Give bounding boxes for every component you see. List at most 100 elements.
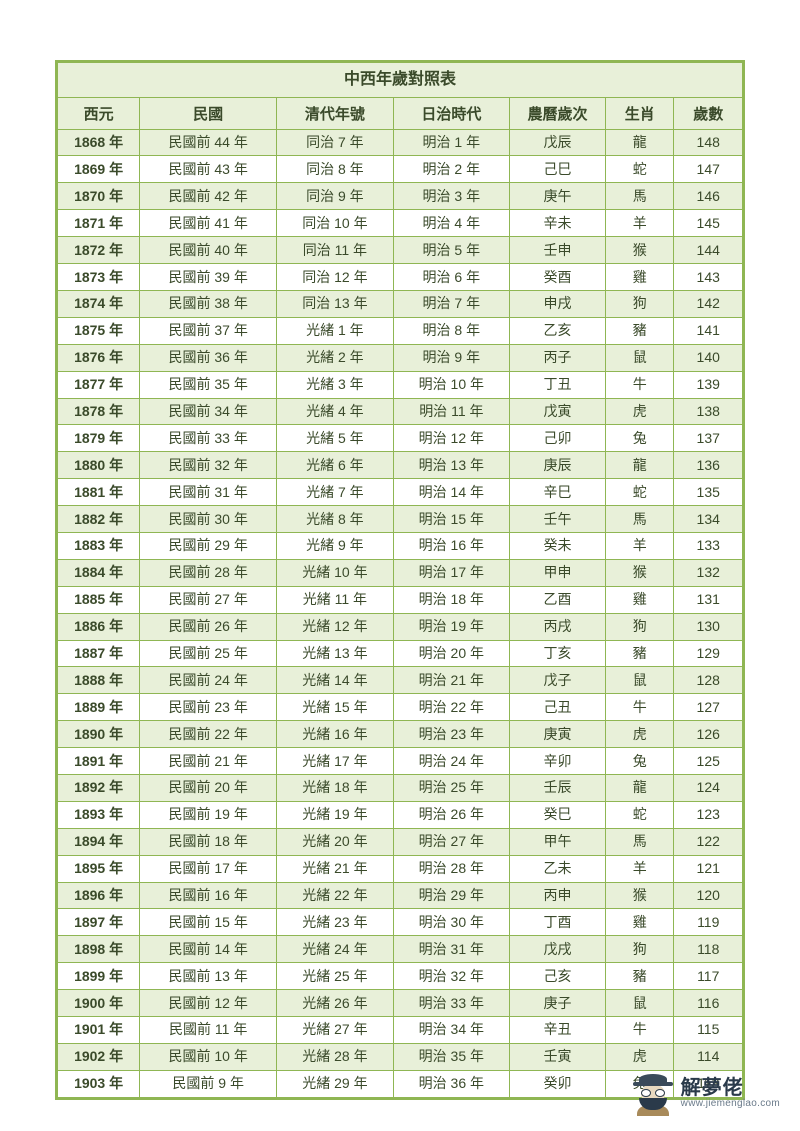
table-cell: 丁亥	[510, 640, 606, 667]
table-cell: 光緒 21 年	[277, 855, 393, 882]
table-cell: 明治 16 年	[393, 532, 509, 559]
table-cell: 明治 25 年	[393, 774, 509, 801]
table-cell: 明治 8 年	[393, 317, 509, 344]
table-cell: 142	[674, 290, 743, 317]
table-cell: 132	[674, 559, 743, 586]
table-cell: 民國前 40 年	[140, 237, 277, 264]
table-cell: 明治 2 年	[393, 156, 509, 183]
table-cell: 光緒 28 年	[277, 1043, 393, 1070]
table-cell: 庚寅	[510, 721, 606, 748]
table-cell: 民國前 22 年	[140, 721, 277, 748]
table-cell: 民國前 42 年	[140, 183, 277, 210]
table-cell: 1888 年	[58, 667, 140, 694]
table-cell: 民國前 35 年	[140, 371, 277, 398]
table-cell: 民國前 32 年	[140, 452, 277, 479]
table-cell: 羊	[605, 855, 674, 882]
table-cell: 庚午	[510, 183, 606, 210]
year-comparison-table: 中西年歲對照表 西元 民國 清代年號 日治時代 農曆歲次 生肖 歲數 1868 …	[57, 62, 743, 1098]
table-cell: 戊辰	[510, 129, 606, 156]
table-cell: 1875 年	[58, 317, 140, 344]
table-cell: 蛇	[605, 156, 674, 183]
table-cell: 虎	[605, 1043, 674, 1070]
table-cell: 己巳	[510, 156, 606, 183]
table-cell: 1897 年	[58, 909, 140, 936]
table-cell: 148	[674, 129, 743, 156]
table-cell: 光緒 22 年	[277, 882, 393, 909]
table-cell: 民國前 25 年	[140, 640, 277, 667]
table-cell: 122	[674, 828, 743, 855]
table-cell: 辛未	[510, 210, 606, 237]
table-cell: 民國前 14 年	[140, 936, 277, 963]
table-cell: 丙子	[510, 344, 606, 371]
table-cell: 137	[674, 425, 743, 452]
table-cell: 民國前 24 年	[140, 667, 277, 694]
table-cell: 牛	[605, 371, 674, 398]
col-header-qing: 清代年號	[277, 97, 393, 129]
table-cell: 民國前 43 年	[140, 156, 277, 183]
table-cell: 民國前 44 年	[140, 129, 277, 156]
table-cell: 明治 26 年	[393, 801, 509, 828]
table-cell: 鼠	[605, 344, 674, 371]
table-cell: 145	[674, 210, 743, 237]
table-cell: 135	[674, 479, 743, 506]
table-cell: 光緒 19 年	[277, 801, 393, 828]
table-cell: 同治 7 年	[277, 129, 393, 156]
table-cell: 鼠	[605, 990, 674, 1017]
col-header-zodiac: 生肖	[605, 97, 674, 129]
table-title-row: 中西年歲對照表	[58, 63, 743, 98]
col-header-western: 西元	[58, 97, 140, 129]
col-header-minguo: 民國	[140, 97, 277, 129]
table-cell: 狗	[605, 290, 674, 317]
table-cell: 光緒 8 年	[277, 506, 393, 533]
table-cell: 1887 年	[58, 640, 140, 667]
table-cell: 明治 13 年	[393, 452, 509, 479]
table-cell: 民國前 18 年	[140, 828, 277, 855]
table-row: 1890 年民國前 22 年光緒 16 年明治 23 年庚寅虎126	[58, 721, 743, 748]
table-cell: 民國前 28 年	[140, 559, 277, 586]
table-cell: 1870 年	[58, 183, 140, 210]
table-cell: 羊	[605, 532, 674, 559]
table-cell: 民國前 16 年	[140, 882, 277, 909]
table-cell: 140	[674, 344, 743, 371]
table-cell: 139	[674, 371, 743, 398]
table-row: 1871 年民國前 41 年同治 10 年明治 4 年辛未羊145	[58, 210, 743, 237]
table-cell: 光緒 14 年	[277, 667, 393, 694]
table-cell: 明治 20 年	[393, 640, 509, 667]
table-cell: 己亥	[510, 963, 606, 990]
table-cell: 1876 年	[58, 344, 140, 371]
table-cell: 雞	[605, 909, 674, 936]
table-cell: 光緒 10 年	[277, 559, 393, 586]
table-cell: 明治 6 年	[393, 264, 509, 291]
table-cell: 民國前 37 年	[140, 317, 277, 344]
table-cell: 120	[674, 882, 743, 909]
table-cell: 光緒 27 年	[277, 1016, 393, 1043]
table-cell: 129	[674, 640, 743, 667]
table-cell: 戊子	[510, 667, 606, 694]
table-cell: 同治 11 年	[277, 237, 393, 264]
table-cell: 1900 年	[58, 990, 140, 1017]
table-cell: 同治 10 年	[277, 210, 393, 237]
table-cell: 民國前 13 年	[140, 963, 277, 990]
table-row: 1896 年民國前 16 年光緒 22 年明治 29 年丙申猴120	[58, 882, 743, 909]
table-cell: 1898 年	[58, 936, 140, 963]
table-cell: 光緒 29 年	[277, 1070, 393, 1097]
table-cell: 143	[674, 264, 743, 291]
table-cell: 1882 年	[58, 506, 140, 533]
table-cell: 明治 12 年	[393, 425, 509, 452]
table-cell: 明治 14 年	[393, 479, 509, 506]
table-cell: 狗	[605, 936, 674, 963]
table-row: 1881 年民國前 31 年光緒 7 年明治 14 年辛巳蛇135	[58, 479, 743, 506]
table-cell: 134	[674, 506, 743, 533]
mascot-icon	[631, 1072, 675, 1116]
table-cell: 明治 18 年	[393, 586, 509, 613]
table-cell: 1895 年	[58, 855, 140, 882]
table-cell: 辛卯	[510, 748, 606, 775]
table-cell: 民國前 33 年	[140, 425, 277, 452]
table-cell: 馬	[605, 183, 674, 210]
table-cell: 雞	[605, 264, 674, 291]
table-cell: 125	[674, 748, 743, 775]
table-row: 1886 年民國前 26 年光緒 12 年明治 19 年丙戌狗130	[58, 613, 743, 640]
table-cell: 民國前 34 年	[140, 398, 277, 425]
table-cell: 光緒 16 年	[277, 721, 393, 748]
table-cell: 民國前 10 年	[140, 1043, 277, 1070]
